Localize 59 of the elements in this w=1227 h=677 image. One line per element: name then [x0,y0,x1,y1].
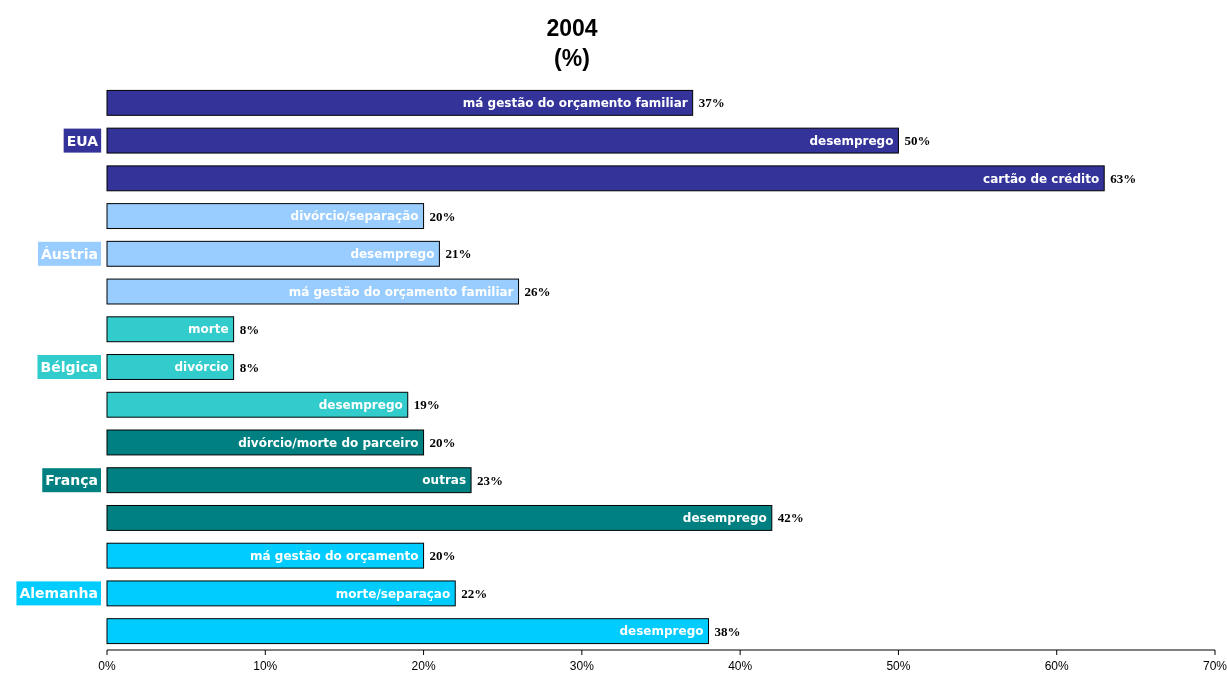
bar [106,580,456,607]
x-tick-label: 10% [253,659,278,673]
bar [106,316,235,343]
bar [106,391,409,418]
bar [106,89,694,116]
data-label: 22% [461,585,488,601]
y-tick-label: cartão de crédito [983,171,1100,186]
x-tick-label: 50% [886,659,911,673]
chart-subtitle: (%) [554,45,590,71]
bar [106,618,709,645]
x-tick-label: 30% [569,659,595,673]
y-tick-label: má gestão do orçamento familiar [462,96,688,111]
bar [106,429,425,456]
data-label: 20% [429,548,456,564]
y-tick-label: má gestão do orçamento [250,548,419,563]
data-label: 63% [1110,170,1137,186]
bar [106,467,472,494]
data-label: 8% [239,359,260,375]
y-tick-label: desemprego [350,247,435,261]
x-tick-label: 20% [411,659,436,673]
y-tick-label: desemprego [809,133,894,148]
y-tick-label: divórcio [174,360,229,375]
data-label: 19% [413,397,440,413]
data-label: 21% [445,246,472,262]
bar [106,278,520,305]
data-label: 8% [239,321,260,337]
bar [106,354,235,380]
data-label: 42% [777,510,804,526]
data-label: 20% [429,208,456,224]
y-tick-label: morte/separaçao [335,586,451,601]
y-tick-label: divórcio/separação [290,209,419,224]
y-tick-label: desemprego [682,511,767,526]
bar [106,127,899,154]
series-label: Áustria [41,245,98,262]
data-label: 38% [714,623,741,639]
bar [106,203,425,230]
y-tick-label: desemprego [619,624,704,639]
y-tick-label: má gestão do orçamento familiar [288,284,514,299]
data-label: 50% [904,133,931,149]
x-tick-label: 70% [1202,659,1227,673]
y-tick-label: divórcio/morte do parceiro [238,435,419,450]
series-label: Alemanha [19,585,98,602]
y-tick-label: morte [188,322,229,337]
y-tick-label: outras [422,473,467,488]
x-tick-label: 0% [98,659,116,673]
x-tick-label: 60% [1044,659,1070,673]
data-label: 23% [477,472,504,488]
y-tick-label: desemprego [318,397,403,412]
chart-title: 2004 [546,15,598,41]
bar [106,504,773,531]
data-label: 26% [524,284,551,300]
series-label: Bélgica [40,359,98,376]
bar [106,240,440,267]
series-label: França [45,472,98,489]
bar [106,165,1105,192]
series-label: EUA [66,132,99,149]
data-label: 37% [698,95,725,111]
x-tick-label: 40% [728,659,753,673]
data-label: 20% [429,435,456,451]
